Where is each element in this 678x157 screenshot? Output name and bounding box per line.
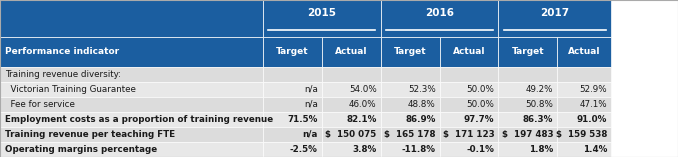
Bar [263,112,322,127]
Bar [263,82,322,97]
Bar [498,127,557,142]
Text: 48.8%: 48.8% [407,100,435,109]
Text: 2017: 2017 [540,8,570,18]
Bar [498,67,557,82]
Bar [439,67,498,82]
Text: 52.3%: 52.3% [407,85,435,94]
Text: -0.1%: -0.1% [466,145,494,154]
Text: 71.5%: 71.5% [287,115,318,124]
Bar [498,0,611,37]
Text: $  197 483: $ 197 483 [502,130,553,139]
Bar [263,37,322,67]
Text: 52.9%: 52.9% [579,85,607,94]
Text: Victorian Training Guarantee: Victorian Training Guarantee [5,85,136,94]
Bar [263,97,322,112]
Text: 50.8%: 50.8% [525,100,553,109]
Text: 47.1%: 47.1% [579,100,607,109]
Bar [381,67,439,82]
Text: 50.0%: 50.0% [466,100,494,109]
Bar [322,37,381,67]
Text: 86.3%: 86.3% [523,115,553,124]
Bar [381,142,439,157]
Bar [439,37,498,67]
Bar [439,82,498,97]
Text: 82.1%: 82.1% [346,115,377,124]
Text: n/a: n/a [304,100,318,109]
Text: n/a: n/a [304,85,318,94]
Bar [0,37,263,67]
Text: Training revenue per teaching FTE: Training revenue per teaching FTE [5,130,175,139]
Bar [557,127,611,142]
Bar [0,0,263,37]
Text: $  159 538: $ 159 538 [555,130,607,139]
Text: 1.4%: 1.4% [582,145,607,154]
Bar [0,82,263,97]
Text: 2016: 2016 [425,8,454,18]
Bar [557,67,611,82]
Text: 1.8%: 1.8% [529,145,553,154]
Bar [0,127,263,142]
Bar [498,97,557,112]
Bar [498,37,557,67]
Bar [322,97,381,112]
Text: Actual: Actual [568,47,601,56]
Text: Target: Target [512,47,544,56]
Bar [381,37,439,67]
Bar [263,0,381,37]
Text: 54.0%: 54.0% [349,85,377,94]
Text: 2015: 2015 [307,8,336,18]
Text: Target: Target [276,47,308,56]
Bar [557,97,611,112]
Bar [322,112,381,127]
Text: 49.2%: 49.2% [525,85,553,94]
Bar [439,112,498,127]
Text: -2.5%: -2.5% [290,145,318,154]
Bar [0,142,263,157]
Text: $  171 123: $ 171 123 [443,130,494,139]
Text: Employment costs as a proportion of training revenue: Employment costs as a proportion of trai… [5,115,273,124]
Text: $  150 075: $ 150 075 [325,130,377,139]
Bar [263,127,322,142]
Bar [498,82,557,97]
Text: 91.0%: 91.0% [576,115,607,124]
Bar [381,82,439,97]
Text: Target: Target [394,47,426,56]
Bar [263,67,322,82]
Bar [557,112,611,127]
Bar [381,97,439,112]
Bar [0,97,263,112]
Text: Actual: Actual [335,47,367,56]
Bar [439,127,498,142]
Text: 50.0%: 50.0% [466,85,494,94]
Bar [557,82,611,97]
Bar [381,127,439,142]
Text: 46.0%: 46.0% [349,100,377,109]
Bar [439,97,498,112]
Text: n/a: n/a [302,130,318,139]
Bar [0,67,263,82]
Bar [263,142,322,157]
Text: Training revenue diversity:: Training revenue diversity: [5,70,121,79]
Bar [557,142,611,157]
Text: $  165 178: $ 165 178 [384,130,435,139]
Text: Actual: Actual [453,47,485,56]
Bar [498,112,557,127]
Text: 97.7%: 97.7% [464,115,494,124]
Bar [322,67,381,82]
Text: -11.8%: -11.8% [401,145,435,154]
Bar [322,127,381,142]
Text: 3.8%: 3.8% [353,145,377,154]
Bar [498,142,557,157]
Text: Performance indicator: Performance indicator [5,47,119,56]
Text: Fee for service: Fee for service [5,100,75,109]
Bar [557,37,611,67]
Bar [381,112,439,127]
Bar [381,0,498,37]
Bar [322,142,381,157]
Bar [0,112,263,127]
Bar [439,142,498,157]
Bar [322,82,381,97]
Text: 86.9%: 86.9% [405,115,435,124]
Text: Operating margins percentage: Operating margins percentage [5,145,157,154]
